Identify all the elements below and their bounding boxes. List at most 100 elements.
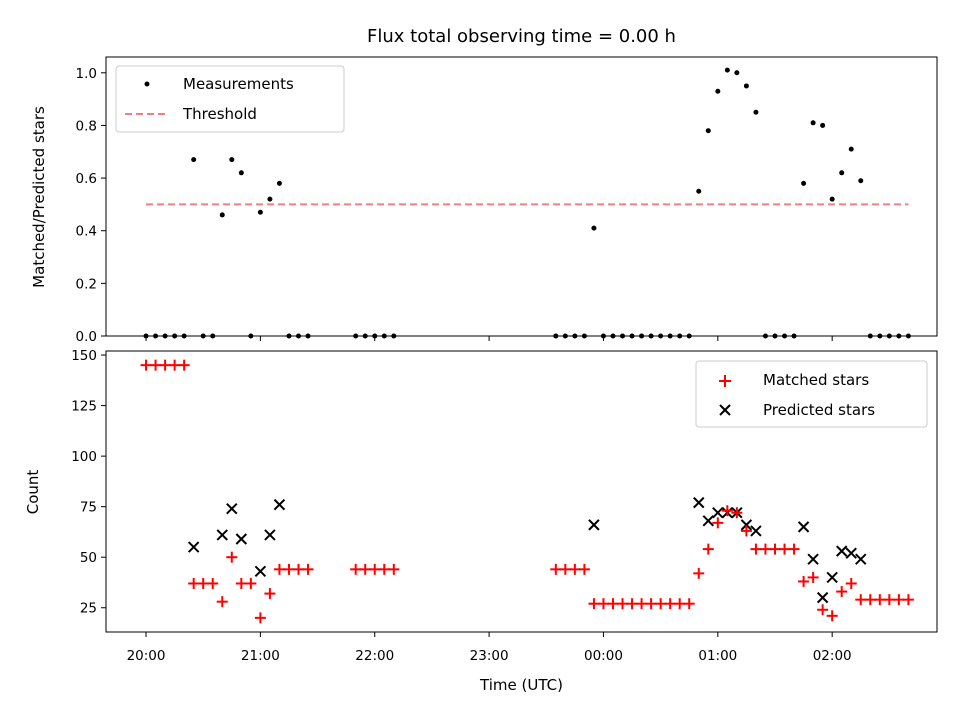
measurement-point bbox=[257, 209, 263, 215]
matched-star-point bbox=[807, 571, 819, 583]
measurement-point bbox=[810, 120, 816, 126]
matched-star-point bbox=[197, 577, 209, 589]
matched-star-point bbox=[254, 612, 266, 624]
measurement-point bbox=[820, 122, 826, 128]
matched-star-point bbox=[864, 594, 876, 606]
matched-star-point bbox=[636, 598, 648, 610]
measurement-point bbox=[839, 170, 845, 176]
measurement-point bbox=[705, 128, 711, 134]
top-y-axis-label: Matched/Predicted stars bbox=[30, 106, 48, 288]
matched-star-point bbox=[226, 551, 238, 563]
matched-star-point bbox=[883, 594, 895, 606]
measurement-point bbox=[724, 67, 730, 73]
matched-star-point bbox=[683, 598, 695, 610]
x-tick-label: 22:00 bbox=[355, 648, 394, 664]
matched-star-point bbox=[245, 577, 257, 589]
matched-star-point bbox=[283, 563, 295, 575]
matched-star-point bbox=[302, 563, 314, 575]
matched-star-point bbox=[721, 505, 733, 517]
measurement-point bbox=[238, 170, 244, 176]
matched-star-point bbox=[769, 543, 781, 555]
measurement-point bbox=[715, 88, 721, 94]
measurement-point bbox=[276, 180, 282, 186]
predicted-star-point bbox=[264, 529, 276, 541]
x-tick-label: 02:00 bbox=[813, 648, 852, 664]
top-legend-frame bbox=[115, 65, 345, 133]
matched-star-point bbox=[788, 543, 800, 555]
matched-star-point bbox=[550, 563, 562, 575]
legend-measurements-label: Measurements bbox=[183, 75, 294, 93]
predicted-star-point bbox=[216, 529, 228, 541]
matched-star-point bbox=[893, 594, 905, 606]
predicted-star-point bbox=[235, 533, 248, 545]
predicted-star-point bbox=[835, 545, 848, 557]
matched-star-point bbox=[626, 598, 638, 610]
bottom-y-tick-label: 100 bbox=[71, 449, 97, 465]
measurement-point bbox=[858, 178, 864, 184]
predicted-star-point bbox=[226, 502, 238, 515]
predicted-star-point bbox=[740, 519, 753, 531]
matched-star-point bbox=[293, 563, 305, 575]
bottom-y-tick-label: 75 bbox=[80, 500, 97, 516]
matched-star-point bbox=[159, 359, 171, 371]
predicted-star-point bbox=[254, 565, 267, 578]
matched-star-point bbox=[207, 577, 219, 589]
legend-matched-marker bbox=[719, 375, 731, 387]
matched-star-point bbox=[693, 567, 705, 579]
bottom-legend-frame bbox=[695, 360, 928, 428]
chart-title: Flux total observing time = 0.00 h bbox=[367, 26, 676, 47]
x-tick-label: 00:00 bbox=[584, 648, 623, 664]
matched-star-point bbox=[674, 598, 686, 610]
matched-star-point bbox=[750, 543, 762, 555]
bottom-y-axis-label: Count bbox=[24, 470, 42, 515]
bottom-y-tick-label: 50 bbox=[80, 550, 97, 566]
matched-star-point bbox=[855, 594, 867, 606]
measurement-point bbox=[267, 196, 273, 202]
matched-star-point bbox=[664, 598, 676, 610]
predicted-star-point bbox=[826, 571, 838, 584]
bottom-legend: Matched stars Predicted stars bbox=[695, 360, 928, 428]
top-axes-frame bbox=[105, 56, 938, 337]
matched-star-point bbox=[874, 594, 886, 606]
x-axis-label: Time (UTC) bbox=[479, 676, 563, 694]
x-tick-label: 01:00 bbox=[698, 648, 737, 664]
matched-star-point bbox=[378, 563, 390, 575]
predicted-star-point bbox=[845, 547, 857, 559]
top-y-tick-label: 0.4 bbox=[76, 224, 97, 240]
bottom-y-tick-label: 25 bbox=[80, 601, 97, 617]
predicted-star-point bbox=[750, 525, 762, 537]
bottom-y-tick-label: 125 bbox=[71, 399, 97, 415]
matched-star-point bbox=[845, 577, 857, 589]
matched-star-point bbox=[779, 543, 791, 555]
matched-star-point bbox=[235, 577, 247, 589]
legend-measurements-marker bbox=[144, 81, 150, 87]
predicted-star-point bbox=[693, 496, 705, 509]
matched-star-point bbox=[578, 563, 590, 575]
matched-star-point bbox=[655, 598, 667, 610]
x-tick-label: 21:00 bbox=[241, 648, 280, 664]
measurement-point bbox=[829, 196, 835, 202]
matched-star-point bbox=[817, 604, 829, 616]
matched-star-point bbox=[702, 543, 714, 555]
predicted-star-point bbox=[702, 515, 714, 527]
matched-star-point bbox=[140, 359, 152, 371]
predicted-star-point bbox=[807, 553, 819, 565]
measurement-point bbox=[734, 70, 740, 76]
matched-star-point bbox=[350, 563, 362, 575]
measurement-point bbox=[191, 157, 197, 163]
measurement-point bbox=[229, 157, 235, 163]
predicted-star-point bbox=[797, 521, 810, 533]
matched-star-point bbox=[359, 563, 371, 575]
predicted-star-point bbox=[187, 541, 200, 553]
legend-matched-label: Matched stars bbox=[763, 371, 869, 389]
legend-predicted-label: Predicted stars bbox=[763, 401, 875, 419]
matched-star-point bbox=[369, 563, 381, 575]
measurement-point bbox=[591, 225, 597, 231]
matched-star-point bbox=[607, 598, 619, 610]
legend-predicted-marker bbox=[719, 404, 731, 416]
matched-star-point bbox=[617, 598, 629, 610]
matched-star-point bbox=[216, 596, 228, 608]
top-y-tick-label: 1.0 bbox=[76, 66, 97, 82]
matched-star-point bbox=[569, 563, 581, 575]
matched-star-point bbox=[759, 543, 771, 555]
